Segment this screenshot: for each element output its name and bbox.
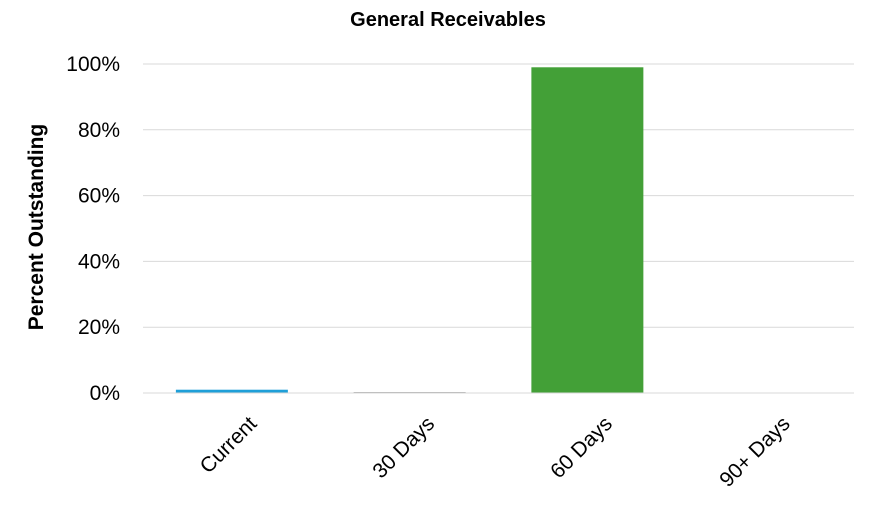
y-tick-label: 0%: [90, 382, 120, 405]
x-tick-label: 90+ Days: [715, 412, 794, 491]
x-tick-label: 30 Days: [368, 412, 439, 483]
x-tick-label: 60 Days: [546, 412, 617, 483]
bar-60-days: [531, 67, 644, 393]
y-tick-label: 100%: [66, 53, 120, 76]
x-tick-labels: Current 30 Days 60 Days 90+ Days: [196, 412, 795, 492]
gridlines: [143, 63, 854, 328]
y-tick-label: 80%: [78, 119, 120, 142]
x-tick-label: Current: [196, 412, 262, 478]
chart-title: General Receivables: [350, 9, 546, 31]
y-tick-labels: 0% 20% 40% 60% 80% 100%: [66, 53, 120, 405]
y-tick-label: 20%: [78, 316, 120, 339]
y-axis-label: Percent Outstanding: [25, 124, 48, 331]
bar-current: [175, 389, 288, 393]
y-tick-label: 60%: [78, 185, 120, 208]
y-tick-label: 40%: [78, 250, 120, 273]
bars: [175, 67, 644, 393]
